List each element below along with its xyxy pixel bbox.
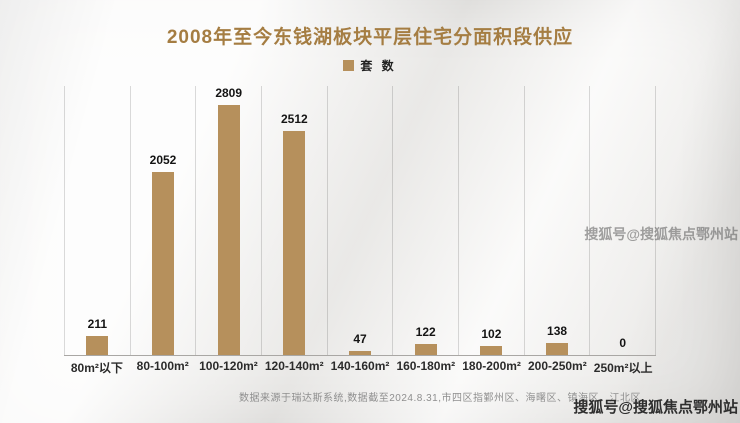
bar [546,343,569,355]
category-axis: 80m²以下 80-100m² 100-120m² 120-140m² 140-… [64,359,656,376]
category-label: 120-140m² [264,359,324,373]
plot-area: 211 2052 2809 2512 47 122 102 138 [64,86,657,356]
watermark-bottom: 搜狐号@搜狐焦点鄂州站 [573,399,738,416]
bar-value-label: 138 [547,324,568,338]
bar-value-label: 2512 [281,112,308,126]
watermark-middle: 搜狐号@搜狐焦点鄂州站 [584,226,738,242]
bar-column: 138 [523,86,590,355]
bar [217,105,240,355]
category-label: 140-160m² [330,359,390,373]
chart-title: 2008年至今东钱湖板块平层住宅分面积段供应 [166,27,574,48]
bar-column: 2809 [195,86,261,355]
bar-column: 2052 [129,86,196,355]
category-label: 80-100m² [136,359,189,373]
category-label: 250m²以上 [593,361,653,375]
bar-column: 102 [458,86,524,355]
legend-label: 套 数 [360,59,397,73]
category-label: 200-250m² [528,359,587,373]
bar-value-label: 47 [353,332,367,346]
source-note: 数据来源于瑞达斯系统,数据截至2024.8.31,市四区指鄞州区、海曙区、镇海区… [238,393,642,404]
bar-value-label: 122 [415,325,436,339]
category-label: 160-180m² [396,359,456,373]
bar-value-label: 102 [481,327,502,341]
bar [86,336,109,355]
bar [414,344,437,355]
bar [152,172,174,355]
bar-value-label: 2052 [149,153,177,167]
bar-column: 122 [392,86,458,355]
bar [283,131,306,355]
bar [349,351,372,355]
bar [480,346,503,355]
bar-column: 2512 [261,86,327,355]
legend: 套 数 [0,57,740,74]
bar-column: 47 [326,86,393,355]
category-label: 180-200m² [462,359,521,373]
legend-color-swatch [343,60,355,71]
category-label: 100-120m² [199,359,258,373]
bar-value-label: 0 [619,336,627,350]
bar-column: 211 [64,86,130,355]
category-label: 80m²以下 [70,361,123,375]
bar-column: 0 [589,86,657,355]
bar-value-label: 2809 [215,86,243,100]
bar-value-label: 211 [87,317,108,331]
